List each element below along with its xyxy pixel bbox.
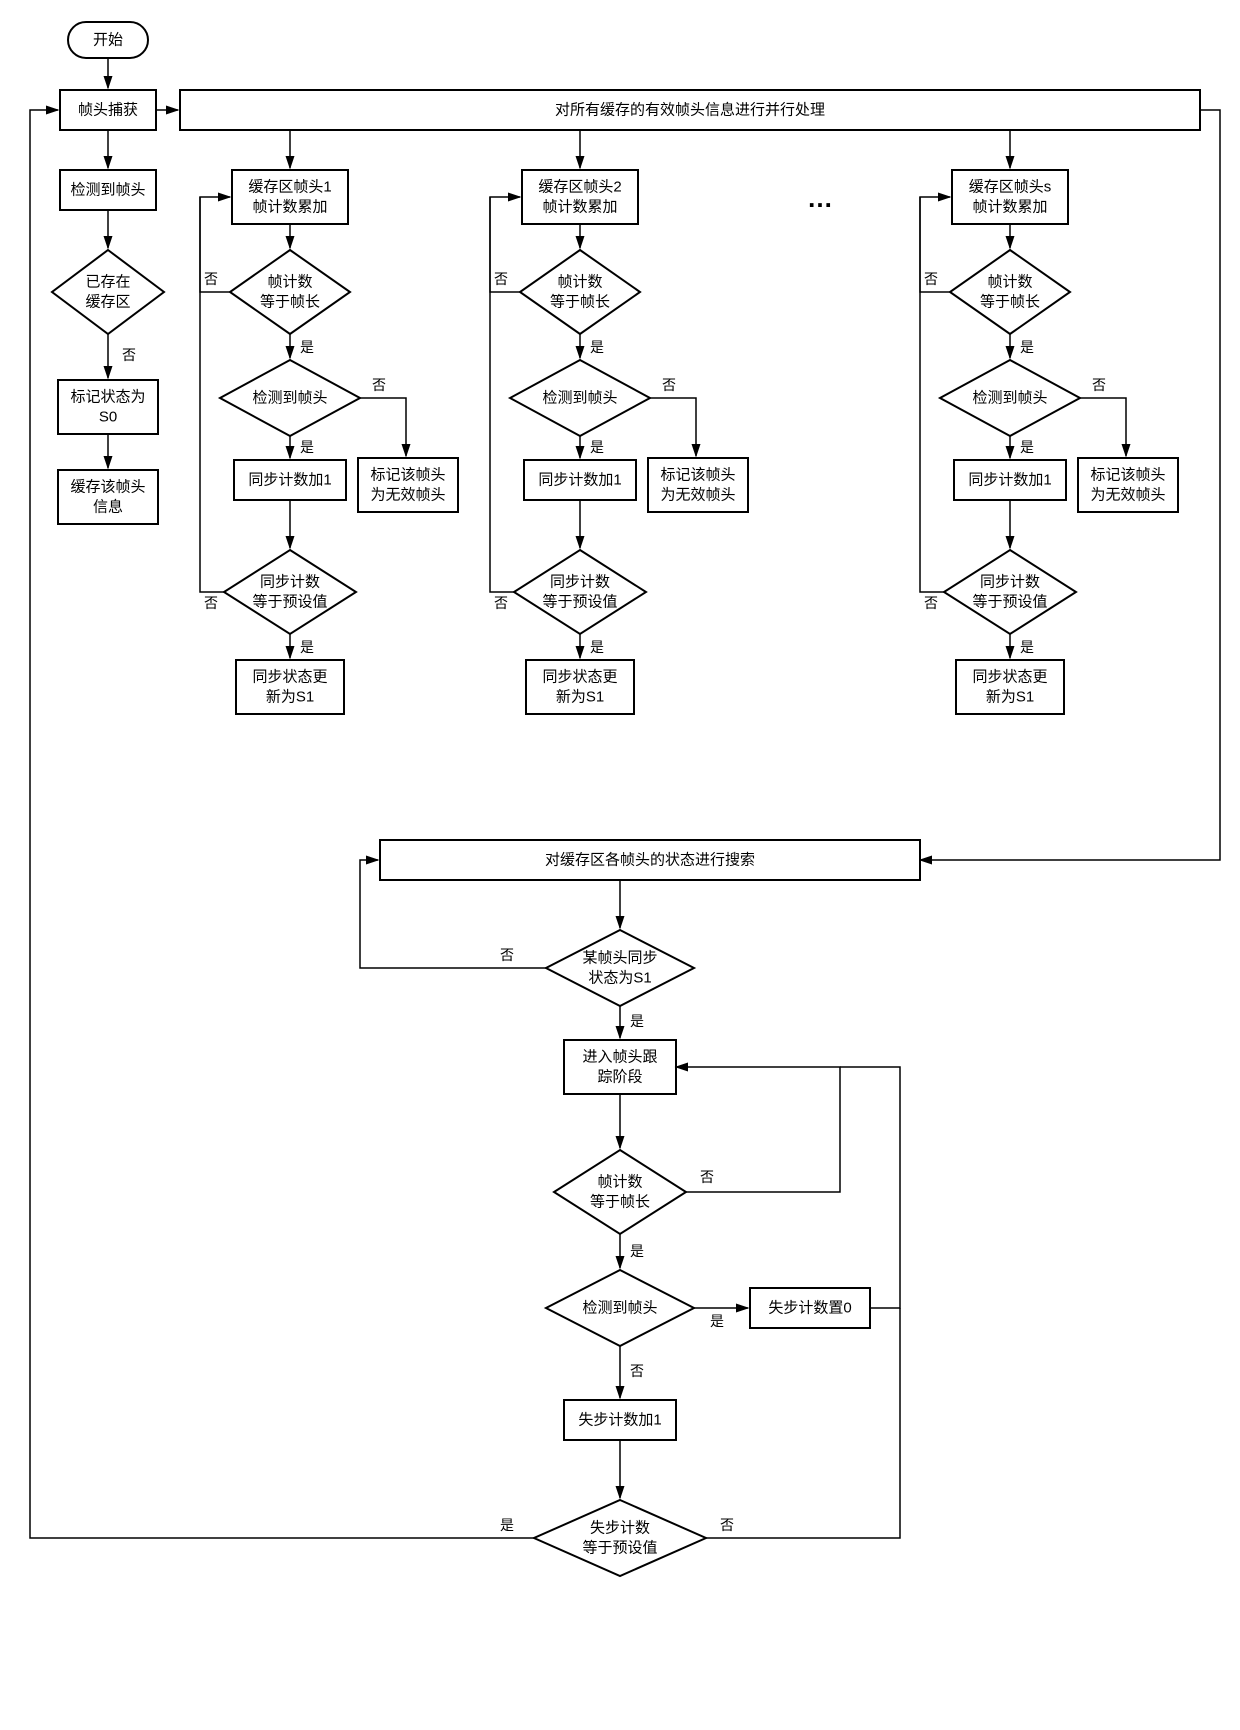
svg-text:新为S1: 新为S1 (556, 689, 604, 706)
svg-text:检测到帧头: 检测到帧头 (542, 390, 617, 407)
svg-text:是: 是 (300, 639, 314, 655)
svg-text:否: 否 (924, 595, 938, 611)
svg-text:帧计数: 帧计数 (557, 274, 602, 291)
svg-text:是: 是 (1020, 339, 1034, 355)
svg-text:帧计数累加: 帧计数累加 (972, 199, 1047, 216)
svg-text:否: 否 (204, 595, 218, 611)
branch-s: 缓存区帧头s 帧计数累加 帧计数 等于帧长 否 是 检测到帧头 否 是 同步计数… (920, 170, 1178, 714)
svg-text:同步状态更: 同步状态更 (972, 669, 1047, 686)
mark-s0-l2: S0 (99, 409, 117, 426)
svg-text:为无效帧头: 为无效帧头 (660, 487, 735, 504)
svg-text:否: 否 (662, 377, 676, 393)
cache-info-l1: 缓存该帧头 (70, 479, 145, 496)
svg-text:是: 是 (1020, 439, 1034, 455)
branch-2: 缓存区帧头2 帧计数累加 帧计数 等于帧长 否 是 检测到帧头 否 是 同步计数… (490, 170, 748, 714)
svg-text:等于预设值: 等于预设值 (252, 593, 327, 611)
svg-text:检测到帧头: 检测到帧头 (582, 1300, 657, 1317)
svg-text:是: 是 (590, 639, 604, 655)
cache-info-l2: 信息 (93, 499, 123, 516)
svg-text:否: 否 (500, 947, 514, 963)
exists-no: 否 (122, 347, 136, 363)
svg-text:否: 否 (494, 271, 508, 287)
svg-text:否: 否 (720, 1517, 734, 1533)
svg-text:是: 是 (630, 1013, 644, 1029)
exists-l2: 缓存区 (85, 294, 130, 311)
svg-text:帧计数: 帧计数 (987, 274, 1032, 291)
svg-text:否: 否 (630, 1363, 644, 1379)
exists-diamond (52, 250, 164, 334)
svg-text:是: 是 (300, 439, 314, 455)
svg-text:等于帧长: 等于帧长 (980, 293, 1040, 311)
svg-text:踪阶段: 踪阶段 (597, 1069, 642, 1086)
svg-text:帧计数累加: 帧计数累加 (252, 199, 327, 216)
svg-text:同步计数加1: 同步计数加1 (248, 472, 331, 489)
svg-text:同步计数: 同步计数 (980, 574, 1040, 591)
svg-text:帧计数: 帧计数 (267, 274, 312, 291)
svg-text:等于预设值: 等于预设值 (582, 1539, 657, 1557)
svg-text:同步状态更: 同步状态更 (252, 669, 327, 686)
start-label: 开始 (93, 32, 123, 49)
svg-text:否: 否 (494, 595, 508, 611)
svg-text:是: 是 (590, 339, 604, 355)
mark-s0-l1: 标记状态为 (70, 389, 145, 406)
svg-text:是: 是 (1020, 639, 1034, 655)
svg-text:否: 否 (1092, 377, 1106, 393)
svg-text:状态为S1: 状态为S1 (588, 970, 651, 987)
search-label: 对缓存区各帧头的状态进行搜索 (545, 852, 755, 869)
svg-text:新为S1: 新为S1 (266, 689, 314, 706)
svg-text:同步计数加1: 同步计数加1 (968, 472, 1051, 489)
svg-text:标记该帧头: 标记该帧头 (660, 467, 735, 484)
svg-text:否: 否 (372, 377, 386, 393)
svg-text:帧计数: 帧计数 (597, 1174, 642, 1191)
svg-text:检测到帧头: 检测到帧头 (252, 390, 327, 407)
svg-text:是: 是 (500, 1517, 514, 1533)
svg-text:等于预设值: 等于预设值 (542, 593, 617, 611)
svg-text:为无效帧头: 为无效帧头 (370, 487, 445, 504)
svg-text:是: 是 (590, 439, 604, 455)
parallel-banner-label: 对所有缓存的有效帧头信息进行并行处理 (555, 102, 825, 119)
svg-text:某帧头同步: 某帧头同步 (582, 950, 657, 967)
svg-text:等于帧长: 等于帧长 (260, 293, 320, 311)
svg-text:否: 否 (700, 1169, 714, 1185)
svg-text:失步计数: 失步计数 (590, 1520, 650, 1537)
branch-1: 缓存区帧头1 帧计数累加 帧计数 等于帧长 否 是 检测到帧头 否 是 同步计数… (200, 170, 458, 714)
svg-text:等于帧长: 等于帧长 (590, 1193, 650, 1211)
some-s1-diamond (546, 930, 694, 1006)
detect-header-label: 检测到帧头 (70, 182, 145, 199)
svg-text:失步计数置0: 失步计数置0 (768, 1300, 851, 1317)
svg-text:否: 否 (204, 271, 218, 287)
svg-text:是: 是 (630, 1243, 644, 1259)
svg-text:标记该帧头: 标记该帧头 (1090, 467, 1165, 484)
svg-text:等于帧长: 等于帧长 (550, 293, 610, 311)
loss-eq-preset-diamond (534, 1500, 706, 1576)
svg-text:缓存区帧头1: 缓存区帧头1 (248, 179, 331, 196)
svg-text:缓存区帧头s: 缓存区帧头s (969, 179, 1052, 196)
svg-text:进入帧头跟: 进入帧头跟 (582, 1049, 657, 1066)
svg-text:是: 是 (300, 339, 314, 355)
svg-text:同步计数: 同步计数 (550, 574, 610, 591)
svg-text:同步计数: 同步计数 (260, 574, 320, 591)
svg-text:是: 是 (710, 1313, 724, 1329)
svg-text:帧计数累加: 帧计数累加 (542, 199, 617, 216)
svg-text:同步计数加1: 同步计数加1 (538, 472, 621, 489)
svg-text:为无效帧头: 为无效帧头 (1090, 487, 1165, 504)
svg-text:等于预设值: 等于预设值 (972, 593, 1047, 611)
capture-label: 帧头捕获 (78, 102, 138, 119)
svg-text:缓存区帧头2: 缓存区帧头2 (538, 179, 621, 196)
count-eq-len-diamond (554, 1150, 686, 1234)
svg-text:同步状态更: 同步状态更 (542, 669, 617, 686)
svg-text:失步计数加1: 失步计数加1 (578, 1412, 661, 1429)
svg-text:标记该帧头: 标记该帧头 (370, 467, 445, 484)
exists-l1: 已存在 (85, 274, 130, 291)
svg-text:否: 否 (924, 271, 938, 287)
dots: … (807, 183, 833, 213)
svg-text:检测到帧头: 检测到帧头 (972, 390, 1047, 407)
svg-text:新为S1: 新为S1 (986, 689, 1034, 706)
